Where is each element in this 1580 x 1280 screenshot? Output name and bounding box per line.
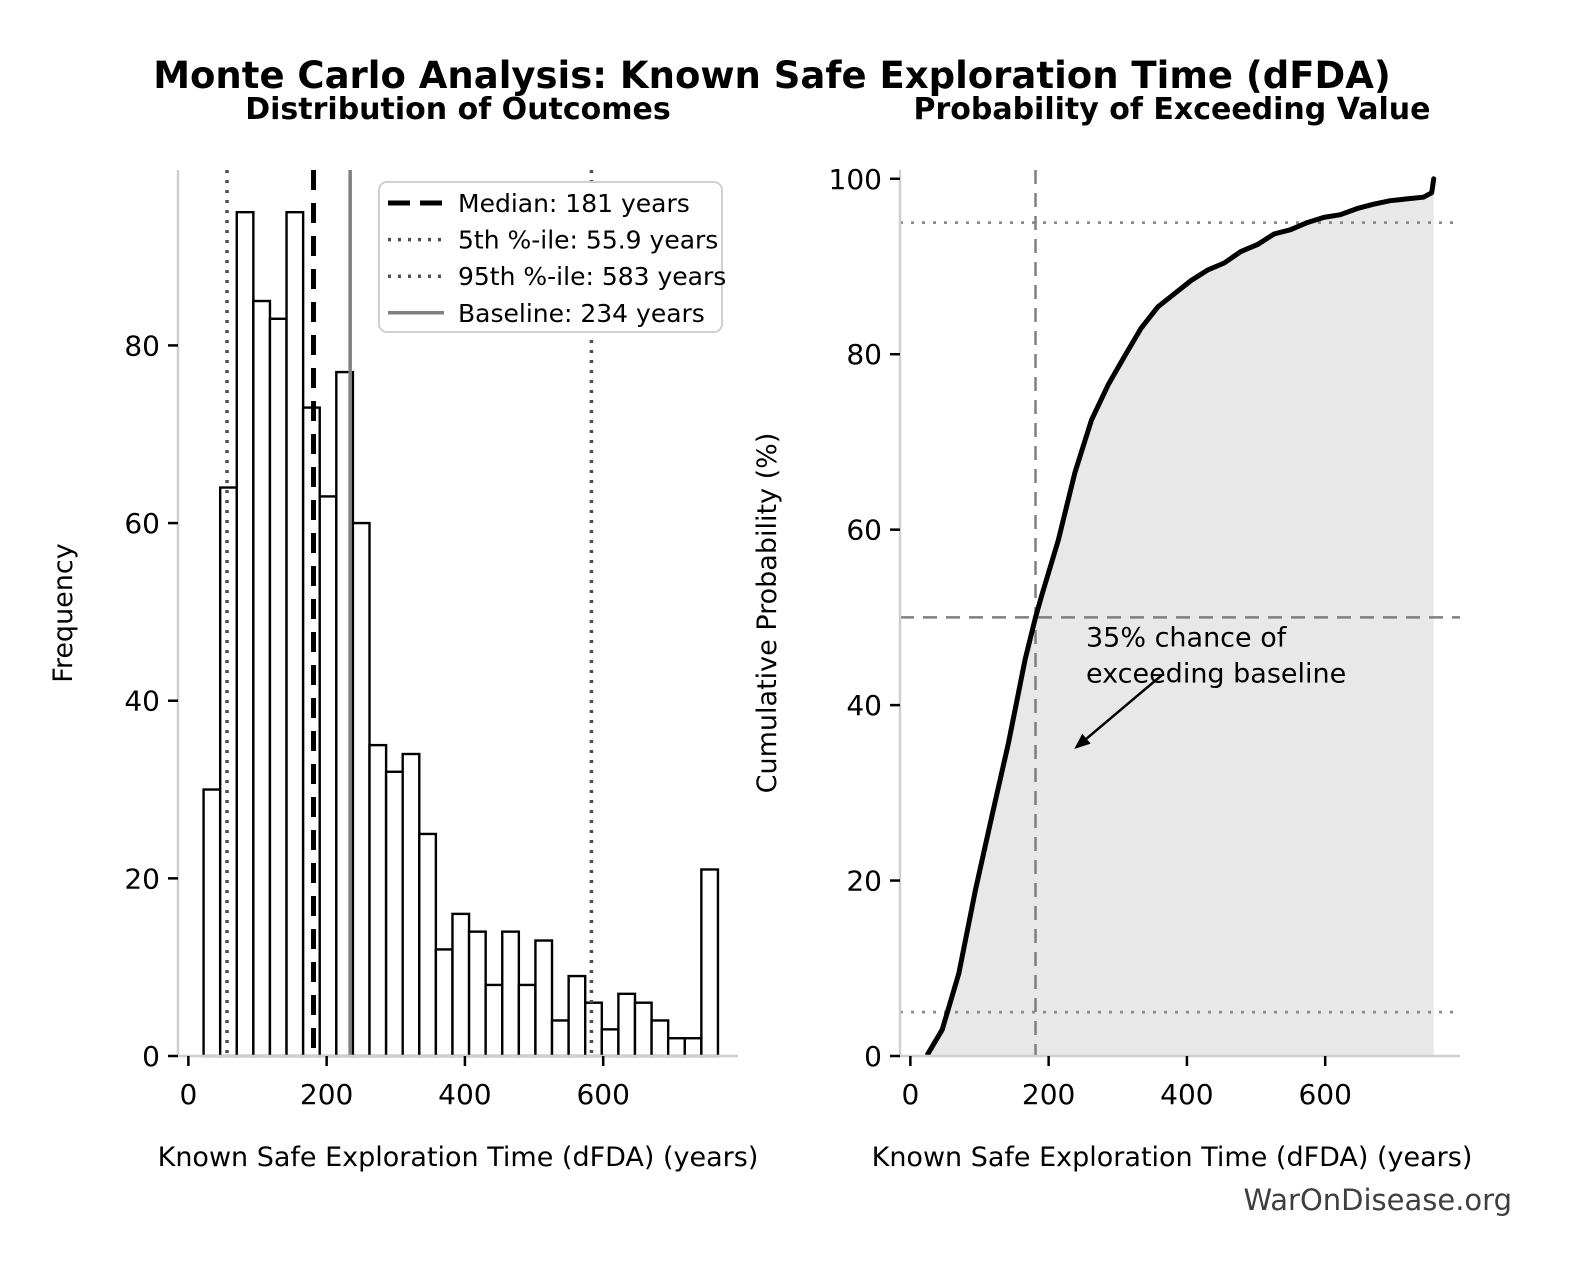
annotation-text-line1: 35% chance of: [1086, 622, 1288, 653]
histogram-bar: [467, 930, 487, 1058]
y-tick-label: 60: [846, 514, 882, 547]
x-tick-label: 200: [300, 1078, 353, 1111]
y-tick-label: 40: [846, 689, 882, 722]
y-tick-label: 80: [124, 329, 160, 362]
histogram-bar: [368, 743, 388, 1058]
histogram-bar: [451, 912, 471, 1058]
right-y-axis-label: Cumulative Probability (%): [752, 433, 783, 794]
x-tick-label: 200: [1022, 1078, 1075, 1111]
annotation-arrow-head: [1074, 733, 1091, 749]
legend-entry: 95th %-ile: 583 years: [388, 262, 726, 291]
legend-label: 5th %-ile: 55.9 years: [458, 226, 718, 255]
legend-entry: Median: 181 years: [388, 189, 690, 218]
annotation-text-line2: exceeding baseline: [1086, 658, 1346, 689]
histogram-bar: [401, 752, 421, 1058]
left-x-axis-label: Known Safe Exploration Time (dFDA) (year…: [158, 1142, 759, 1173]
histogram-bar: [268, 317, 288, 1058]
histogram-bar: [434, 948, 454, 1058]
y-tick-label: 60: [124, 507, 160, 540]
y-tick-label: 80: [846, 338, 882, 371]
histogram-bar: [484, 983, 504, 1058]
histogram-bar: [700, 868, 720, 1058]
legend-entry: 5th %-ile: 55.9 years: [388, 226, 718, 255]
legend-label: Median: 181 years: [458, 189, 690, 218]
y-tick-label: 20: [124, 862, 160, 895]
x-tick-label: 0: [901, 1078, 919, 1111]
histogram-bar: [617, 992, 637, 1058]
x-tick-label: 400: [438, 1078, 491, 1111]
y-tick-label: 100: [829, 163, 882, 196]
left-panel-title: Distribution of Outcomes: [245, 92, 671, 127]
histogram-bar: [567, 974, 587, 1058]
legend: Median: 181 years 5th %-ile: 55.9 years 95…: [378, 181, 726, 333]
histogram-bar: [683, 1037, 703, 1058]
y-tick-label: 0: [864, 1040, 882, 1073]
legend-label: Baseline: 234 years: [458, 299, 705, 328]
cdf-curve: [925, 176, 1437, 1057]
histogram-bar: [384, 770, 404, 1058]
x-tick-label: 600: [1298, 1078, 1351, 1111]
histogram-bar: [517, 983, 537, 1058]
histogram-bar: [584, 1001, 604, 1058]
figure-title: Monte Carlo Analysis: Known Safe Explora…: [153, 54, 1391, 97]
y-tick-label: 0: [142, 1040, 160, 1073]
x-tick-label: 0: [179, 1078, 197, 1111]
histogram-bars: [202, 210, 720, 1058]
x-tick-label: 600: [576, 1078, 629, 1111]
histogram-bar: [650, 1019, 670, 1058]
legend-entry: Baseline: 234 years: [388, 299, 705, 328]
histogram-bar: [534, 939, 554, 1058]
footer-credit: WarOnDisease.org: [1243, 1183, 1512, 1217]
histogram-bar: [418, 832, 438, 1058]
left-y-axis-label: Frequency: [48, 543, 79, 683]
right-x-axis-label: Known Safe Exploration Time (dFDA) (year…: [872, 1142, 1473, 1173]
histogram-bar: [633, 1001, 653, 1058]
histogram-bar: [235, 210, 255, 1058]
annotation-arrow: [1074, 673, 1164, 749]
right-panel-title: Probability of Exceeding Value: [913, 92, 1430, 127]
y-tick-label: 40: [124, 685, 160, 718]
reference-lines: [225, 170, 594, 1056]
histogram-bar: [600, 1028, 620, 1058]
cdf-axes: 0 200 400 600 0 20 40 60 80 100: [829, 163, 1460, 1111]
histogram-bar: [666, 1037, 686, 1058]
histogram-bar: [252, 299, 272, 1058]
x-tick-label: 400: [1160, 1078, 1213, 1111]
y-tick-label: 20: [846, 865, 882, 898]
histogram-bar: [501, 930, 521, 1058]
legend-label: 95th %-ile: 583 years: [458, 262, 726, 291]
legend-box: [378, 181, 723, 333]
cdf-curve-line: [925, 176, 1437, 1057]
histogram-bar: [351, 521, 371, 1058]
histogram-bar: [318, 495, 338, 1058]
annotation-arrow-shaft: [1085, 673, 1164, 740]
histogram-bar: [285, 210, 305, 1058]
histogram-axes: 0 200 400 600 0 20 40 60 80: [124, 170, 738, 1111]
histogram-bar: [550, 1019, 570, 1058]
histogram-bar: [202, 788, 222, 1058]
